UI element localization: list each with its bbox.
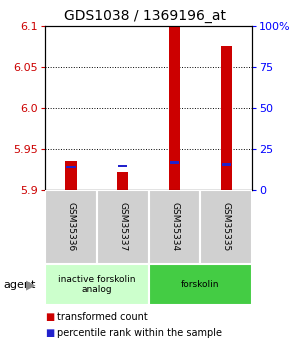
Text: GDS1038 / 1369196_at: GDS1038 / 1369196_at bbox=[64, 9, 226, 23]
Text: forskolin: forskolin bbox=[181, 280, 220, 289]
Bar bbox=[148, 264, 252, 305]
Text: ■: ■ bbox=[45, 328, 54, 338]
Bar bbox=[200, 190, 252, 264]
Bar bbox=[222, 163, 231, 166]
Bar bbox=[170, 161, 179, 164]
Bar bbox=[45, 264, 148, 305]
Bar bbox=[65, 161, 77, 190]
Text: percentile rank within the sample: percentile rank within the sample bbox=[57, 328, 222, 338]
Text: GSM35335: GSM35335 bbox=[222, 202, 231, 252]
Bar bbox=[221, 46, 232, 190]
Bar bbox=[66, 166, 75, 168]
Text: agent: agent bbox=[3, 280, 35, 289]
Text: ■: ■ bbox=[45, 313, 54, 322]
Bar bbox=[97, 190, 148, 264]
Text: GSM35334: GSM35334 bbox=[170, 202, 179, 252]
Bar bbox=[117, 172, 128, 190]
Bar bbox=[118, 165, 127, 167]
Bar bbox=[45, 190, 97, 264]
Text: transformed count: transformed count bbox=[57, 313, 147, 322]
Bar bbox=[169, 26, 180, 190]
Text: inactive forskolin
analog: inactive forskolin analog bbox=[58, 275, 135, 294]
Text: GSM35337: GSM35337 bbox=[118, 202, 127, 252]
Text: ▶: ▶ bbox=[26, 278, 36, 291]
Bar bbox=[148, 190, 200, 264]
Text: GSM35336: GSM35336 bbox=[66, 202, 75, 252]
